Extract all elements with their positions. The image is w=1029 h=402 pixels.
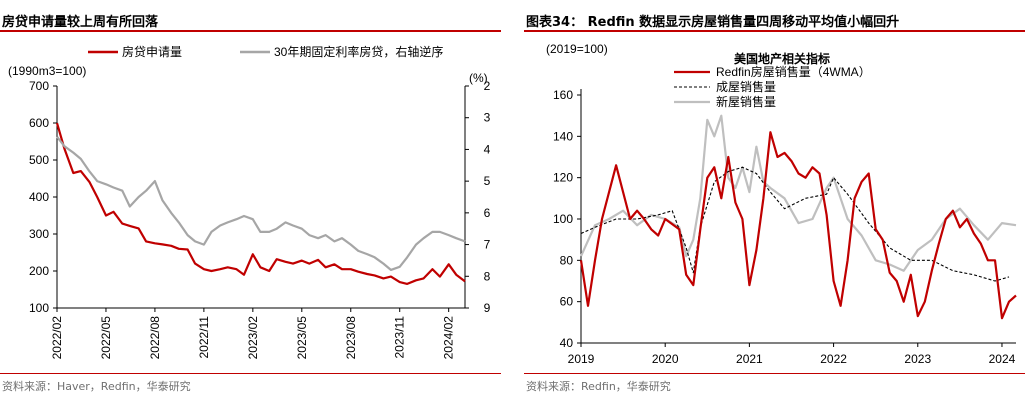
left-title-rule	[0, 30, 501, 32]
left-ylabel-right: (%)	[469, 71, 488, 85]
left-ytick-left-label: 100	[29, 301, 49, 315]
right-chart-title: 图表34： Redfin 数据显示房屋销售量四周移动平均值小幅回升	[526, 15, 900, 30]
right-legend-label: 新屋销售量	[716, 94, 776, 109]
right-chart-source: 资料来源：Redfin，华泰研究	[526, 380, 671, 393]
left-ytick-left-label: 700	[29, 79, 49, 93]
right-series-line-2	[580, 166, 1010, 282]
left-ytick-left-label: 500	[29, 153, 49, 167]
left-ytick-left-label: 300	[29, 227, 49, 241]
left-ytick-left-label: 600	[29, 116, 49, 130]
right-xtick-label: 2022	[820, 352, 847, 366]
left-xtick-label: 2022/02	[50, 316, 64, 360]
right-ytick-label: 160	[553, 88, 573, 102]
left-ytick-right-label: 2	[484, 79, 491, 93]
right-xtick-label: 2020	[652, 352, 679, 366]
right-xtick-label: 2024	[989, 352, 1016, 366]
left-xtick-label: 2022/11	[197, 316, 211, 359]
left-chart-svg: (1990m3=100) (%) 100 200 300 400 500 600 700 2 3 4 5…	[8, 44, 491, 360]
right-ytick-label: 40	[560, 336, 574, 350]
right-chart-panel: 图表34： Redfin 数据显示房屋销售量四周移动平均值小幅回升 (2019=…	[524, 0, 1029, 402]
left-ytick-right-label: 5	[484, 174, 491, 188]
left-ytick-right-label: 7	[484, 238, 491, 252]
left-ytick-left-label: 200	[29, 264, 49, 278]
right-ytick-label: 60	[560, 295, 574, 309]
left-ytick-left-label: 400	[29, 190, 49, 204]
left-xtick-label: 2023/02	[246, 316, 260, 360]
right-series-line-3	[579, 114, 1017, 272]
right-ytick-label: 80	[560, 253, 574, 267]
left-chart-source: 资料来源：Haver，Redfin，华泰研究	[2, 380, 191, 393]
left-ytick-right-label: 9	[484, 301, 491, 315]
left-xtick-label: 2022/05	[99, 316, 113, 360]
left-legend-label: 房贷申请量	[122, 44, 182, 59]
left-legend-label: 30年期固定利率房贷，右轴逆序	[274, 44, 443, 59]
left-source-rule	[0, 373, 501, 374]
left-ytick-right-label: 4	[484, 142, 491, 156]
right-ytick-label: 100	[553, 212, 573, 226]
right-legend-label: 成屋销售量	[716, 79, 776, 94]
left-chart-panel: 房贷申请量较上周有所回落 (1990m3=100) (%) 100 200 300 400…	[0, 0, 505, 402]
right-xtick-label: 2023	[904, 352, 931, 366]
right-chart-svg: (2019=100) 40 60 80 100 120 140 160 2019 2020 2021…	[546, 42, 1017, 366]
left-xtick-label: 2022/08	[148, 316, 162, 360]
right-ytick-label: 120	[553, 171, 573, 185]
right-xtick-label: 2019	[568, 352, 595, 366]
left-series-line-1	[55, 122, 466, 285]
right-ylabel: (2019=100)	[546, 42, 608, 56]
left-ytick-right-label: 8	[484, 269, 491, 283]
left-ytick-right-label: 6	[484, 206, 491, 220]
right-series-line-1	[579, 131, 1017, 320]
right-legend-label: Redfin房屋销售量（4WMA）	[716, 64, 871, 79]
right-title-rule	[524, 30, 1025, 32]
right-source-rule	[524, 373, 1025, 374]
left-xtick-label: 2023/11	[393, 316, 407, 359]
left-series-line-2	[56, 136, 466, 271]
left-xtick-label: 2023/08	[344, 316, 358, 360]
right-legend-title: 美国地产相关指标	[734, 51, 830, 66]
left-chart-title: 房贷申请量较上周有所回落	[2, 15, 159, 30]
left-xtick-label: 2023/05	[295, 316, 309, 360]
left-ytick-right-label: 3	[484, 111, 491, 125]
right-xtick-label: 2021	[736, 352, 763, 366]
left-ylabel-left: (1990m3=100)	[8, 64, 86, 78]
right-ytick-label: 140	[553, 129, 573, 143]
left-xtick-label: 2024/02	[442, 316, 456, 360]
